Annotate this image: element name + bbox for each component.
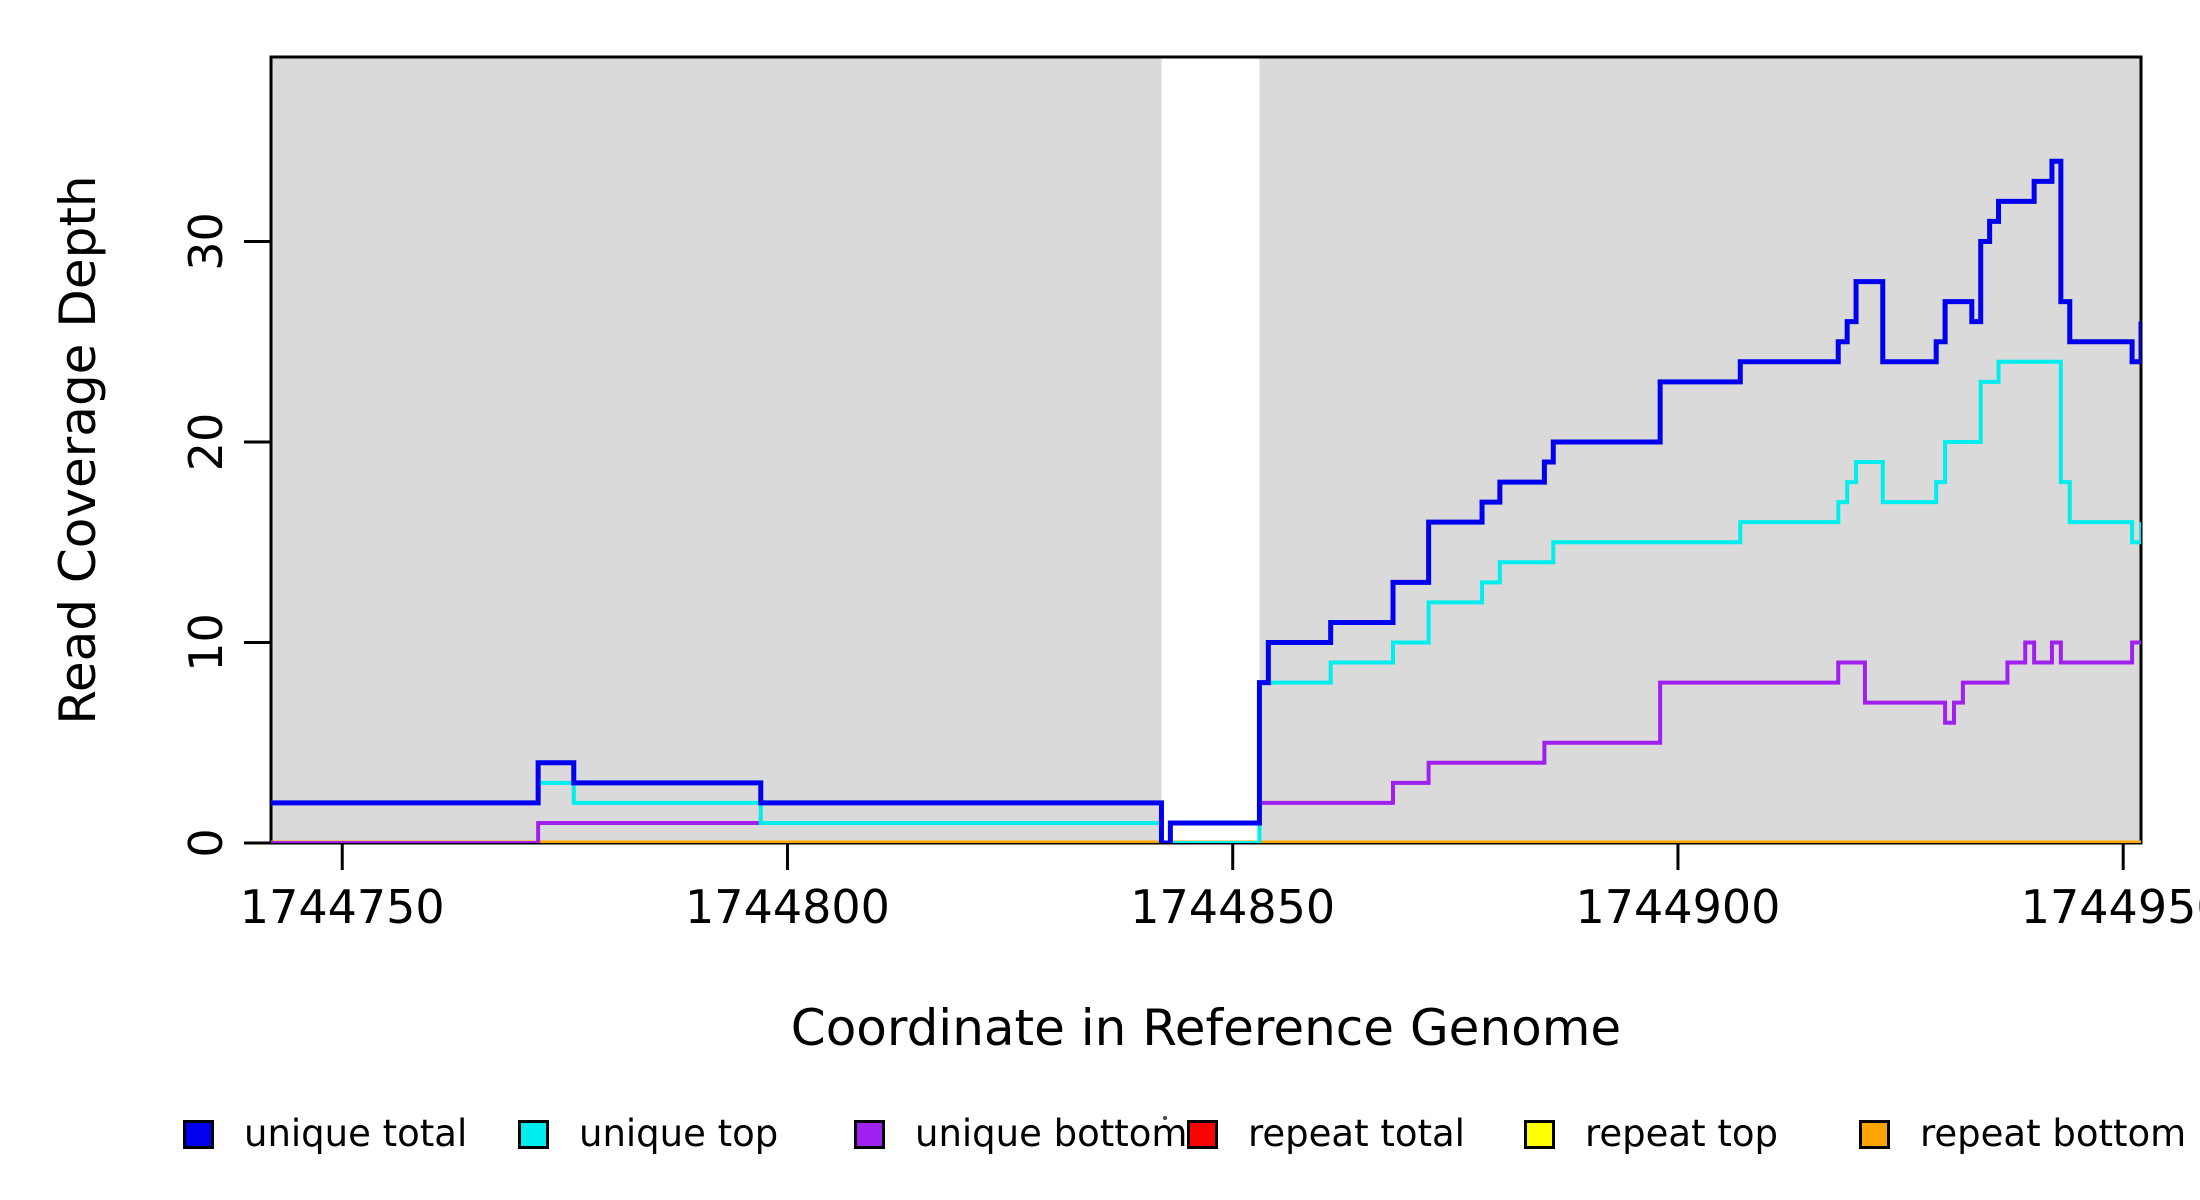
legend-item-unique-total: unique total <box>183 1110 467 1158</box>
legend-item-label: unique total <box>244 1112 468 1155</box>
x-tick-label: 1744800 <box>685 880 890 934</box>
legend-swatch-icon <box>183 1119 214 1149</box>
legend: unique total unique top unique bottom repea… <box>0 1110 2200 1158</box>
legend-item-label: repeat bottom <box>1920 1112 2187 1155</box>
x-tick-label: 1744750 <box>240 880 445 934</box>
legend-item-repeat-bottom: repeat bottom <box>1859 1110 2186 1158</box>
legend-item-repeat-total: repeat total <box>1187 1110 1465 1158</box>
stray-dot <box>1163 1116 1167 1120</box>
legend-item-label: repeat top <box>1585 1112 1778 1155</box>
legend-item-label: unique top <box>579 1112 779 1155</box>
x-axis-title: Coordinate in Reference Genome <box>790 999 1622 1057</box>
legend-item-unique-bottom: unique bottom <box>854 1110 1187 1158</box>
y-tick-label: 0 <box>179 828 233 857</box>
shaded-region <box>271 57 1162 843</box>
legend-item-unique-top: unique top <box>518 1110 778 1158</box>
legend-swatch-icon <box>1187 1119 1218 1149</box>
x-tick-label: 1744850 <box>1130 880 1335 934</box>
series-line-unique-total <box>271 158 2141 843</box>
y-tick-label: 20 <box>179 413 233 472</box>
x-tick-label: 1744900 <box>1576 880 1781 934</box>
legend-swatch-icon <box>1859 1119 1890 1149</box>
y-tick-label: 30 <box>179 212 233 271</box>
shaded-region <box>1259 57 2141 843</box>
legend-swatch-icon <box>854 1119 885 1149</box>
legend-item-label: repeat total <box>1248 1112 1465 1155</box>
legend-item-repeat-top: repeat top <box>1524 1110 1778 1158</box>
series-line-unique-top <box>271 359 2141 843</box>
legend-swatch-icon <box>518 1119 549 1149</box>
y-tick-label: 10 <box>179 613 233 672</box>
legend-item-label: unique bottom <box>915 1112 1188 1155</box>
legend-swatch-icon <box>1524 1119 1555 1149</box>
y-axis-title: Read Coverage Depth <box>49 175 107 725</box>
